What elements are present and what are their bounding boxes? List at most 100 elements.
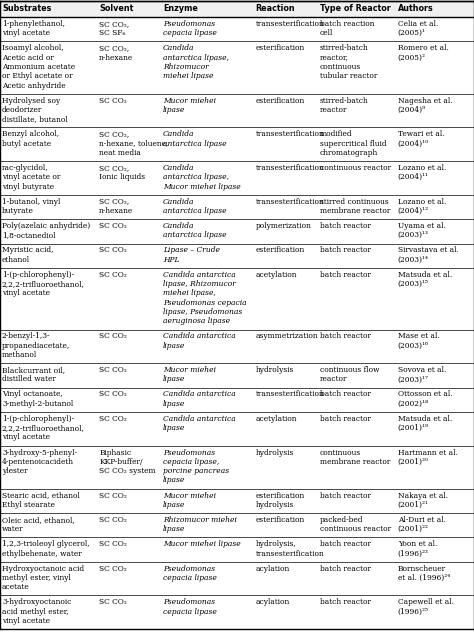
Text: 4-pentenoicacideth: 4-pentenoicacideth: [2, 458, 74, 466]
Text: (2004)⁹: (2004)⁹: [398, 106, 426, 114]
Text: porcine pancreas: porcine pancreas: [163, 467, 229, 475]
Text: (1996)²⁵: (1996)²⁵: [398, 608, 428, 616]
Text: Pseudomonas: Pseudomonas: [163, 448, 215, 457]
Text: (2005)²: (2005)²: [398, 53, 426, 62]
Text: chromatograph: chromatograph: [319, 149, 378, 157]
Text: butyrate: butyrate: [2, 207, 34, 215]
Text: Acetic anhydride: Acetic anhydride: [2, 81, 65, 90]
Text: Nakaya et al.: Nakaya et al.: [398, 491, 448, 500]
Text: Lipase – Crude: Lipase – Crude: [163, 246, 220, 255]
Text: Candida: Candida: [163, 164, 195, 172]
Text: Reaction: Reaction: [255, 4, 295, 13]
Text: acylation: acylation: [255, 598, 290, 606]
Text: batch reaction: batch reaction: [319, 20, 374, 28]
Text: (2003)¹⁵: (2003)¹⁵: [398, 280, 428, 288]
Text: lipase, Rhizomucor: lipase, Rhizomucor: [163, 280, 236, 288]
Text: Type of Reactor: Type of Reactor: [319, 4, 390, 13]
Text: (2001)²²: (2001)²²: [398, 525, 429, 533]
Bar: [0, 330, 474, 363]
Bar: [0, 128, 474, 161]
Text: (1996)²³: (1996)²³: [398, 549, 428, 558]
Text: reactor,: reactor,: [319, 53, 348, 62]
Text: Myristic acid,: Myristic acid,: [2, 246, 54, 255]
Text: vinyl butyrate: vinyl butyrate: [2, 183, 54, 190]
Text: Ethyl stearate: Ethyl stearate: [2, 501, 55, 509]
Text: continuous flow: continuous flow: [319, 366, 379, 374]
Text: 2,2,2-trifluoroethanol,: 2,2,2-trifluoroethanol,: [2, 424, 85, 432]
Text: SC CO₂: SC CO₂: [99, 415, 127, 423]
Text: vinyl acetate or: vinyl acetate or: [2, 173, 60, 181]
Text: Blackcurrant oil,: Blackcurrant oil,: [2, 366, 65, 374]
Text: Matsuda et al.: Matsuda et al.: [398, 415, 452, 423]
Text: Candida antarctica: Candida antarctica: [163, 391, 236, 398]
Text: lipase: lipase: [163, 501, 185, 509]
Text: (2001)²¹: (2001)²¹: [398, 501, 429, 509]
Bar: [0, 446, 474, 489]
Text: continuous: continuous: [319, 63, 361, 71]
Text: stirred continuous: stirred continuous: [319, 197, 388, 206]
Text: Ionic liquids: Ionic liquids: [99, 173, 146, 181]
Text: Solvent: Solvent: [99, 4, 134, 13]
Text: miehei lipase: miehei lipase: [163, 72, 214, 80]
Text: 1-(p-chlorophenyl)-: 1-(p-chlorophenyl)-: [2, 271, 74, 279]
Text: SC CO₂ system: SC CO₂ system: [99, 467, 156, 475]
Text: vinyl acetate: vinyl acetate: [2, 290, 50, 297]
Text: batch reactor: batch reactor: [319, 246, 371, 255]
Text: transesterification: transesterification: [255, 164, 324, 172]
Text: hydrolysis,: hydrolysis,: [255, 540, 296, 548]
Text: esterification: esterification: [255, 44, 305, 52]
Text: vinyl acetate: vinyl acetate: [2, 617, 50, 625]
Text: acetylation: acetylation: [255, 271, 297, 279]
Text: membrane reactor: membrane reactor: [319, 207, 390, 215]
Text: SC CO₂,: SC CO₂,: [99, 130, 129, 138]
Bar: [0, 412, 474, 446]
Text: Oleic acid, ethanol,: Oleic acid, ethanol,: [2, 516, 75, 524]
Text: lipase: lipase: [163, 525, 185, 533]
Text: aeruginosa lipase: aeruginosa lipase: [163, 318, 230, 325]
Text: Pseudomonas: Pseudomonas: [163, 20, 215, 28]
Text: esterification: esterification: [255, 246, 305, 255]
Text: propanediacetate,: propanediacetate,: [2, 342, 70, 350]
Text: Isoamyl alcohol,: Isoamyl alcohol,: [2, 44, 64, 52]
Bar: [0, 17, 474, 41]
Text: modified: modified: [319, 130, 352, 138]
Text: SC CO₂: SC CO₂: [99, 97, 127, 105]
Bar: [0, 596, 474, 629]
Text: 1-phenylethanol,: 1-phenylethanol,: [2, 20, 65, 28]
Text: cepacia lipase: cepacia lipase: [163, 574, 217, 582]
Text: SC CO₂: SC CO₂: [99, 565, 127, 573]
Bar: [0, 562, 474, 596]
Text: antarctica lipase,: antarctica lipase,: [163, 173, 229, 181]
Bar: [0, 513, 474, 537]
Text: stirred-batch: stirred-batch: [319, 97, 368, 105]
Text: 1-butanol, vinyl: 1-butanol, vinyl: [2, 197, 60, 206]
Text: reactor: reactor: [319, 375, 347, 384]
Bar: [0, 268, 474, 330]
Text: cell: cell: [319, 29, 333, 37]
Text: Candida: Candida: [163, 197, 195, 206]
Text: SC CO₂: SC CO₂: [99, 246, 127, 255]
Text: batch reactor: batch reactor: [319, 415, 371, 423]
Text: miehei lipase,: miehei lipase,: [163, 290, 216, 297]
Text: 1,2,3-trioleoyl glycerol,: 1,2,3-trioleoyl glycerol,: [2, 540, 90, 548]
Text: neat media: neat media: [99, 149, 141, 157]
Text: Enzyme: Enzyme: [163, 4, 198, 13]
Text: n-hexane: n-hexane: [99, 53, 133, 62]
Text: hydrolysis: hydrolysis: [255, 501, 294, 509]
Text: Pseudomonas cepacia: Pseudomonas cepacia: [163, 298, 247, 307]
Text: Pseudomonas: Pseudomonas: [163, 565, 215, 573]
Text: Candida: Candida: [163, 130, 195, 138]
Text: 3-hydroxyoctanoic: 3-hydroxyoctanoic: [2, 598, 72, 606]
Text: 1,8-octanediol: 1,8-octanediol: [2, 231, 55, 239]
Text: acetylation: acetylation: [255, 415, 297, 423]
Text: Hydrolysed soy: Hydrolysed soy: [2, 97, 60, 105]
Text: Mucor miehei lipase: Mucor miehei lipase: [163, 183, 241, 190]
Text: antarctica lipase: antarctica lipase: [163, 140, 227, 147]
Text: vinyl acetate: vinyl acetate: [2, 434, 50, 441]
Text: et al. (1996)²⁴: et al. (1996)²⁴: [398, 574, 450, 582]
Text: Acetic acid or: Acetic acid or: [2, 53, 54, 62]
Bar: [0, 41, 474, 94]
Text: KKP-buffer/: KKP-buffer/: [99, 458, 143, 466]
Text: Matsuda et al.: Matsuda et al.: [398, 271, 452, 279]
Text: or Ethyl acetate or: or Ethyl acetate or: [2, 72, 73, 80]
